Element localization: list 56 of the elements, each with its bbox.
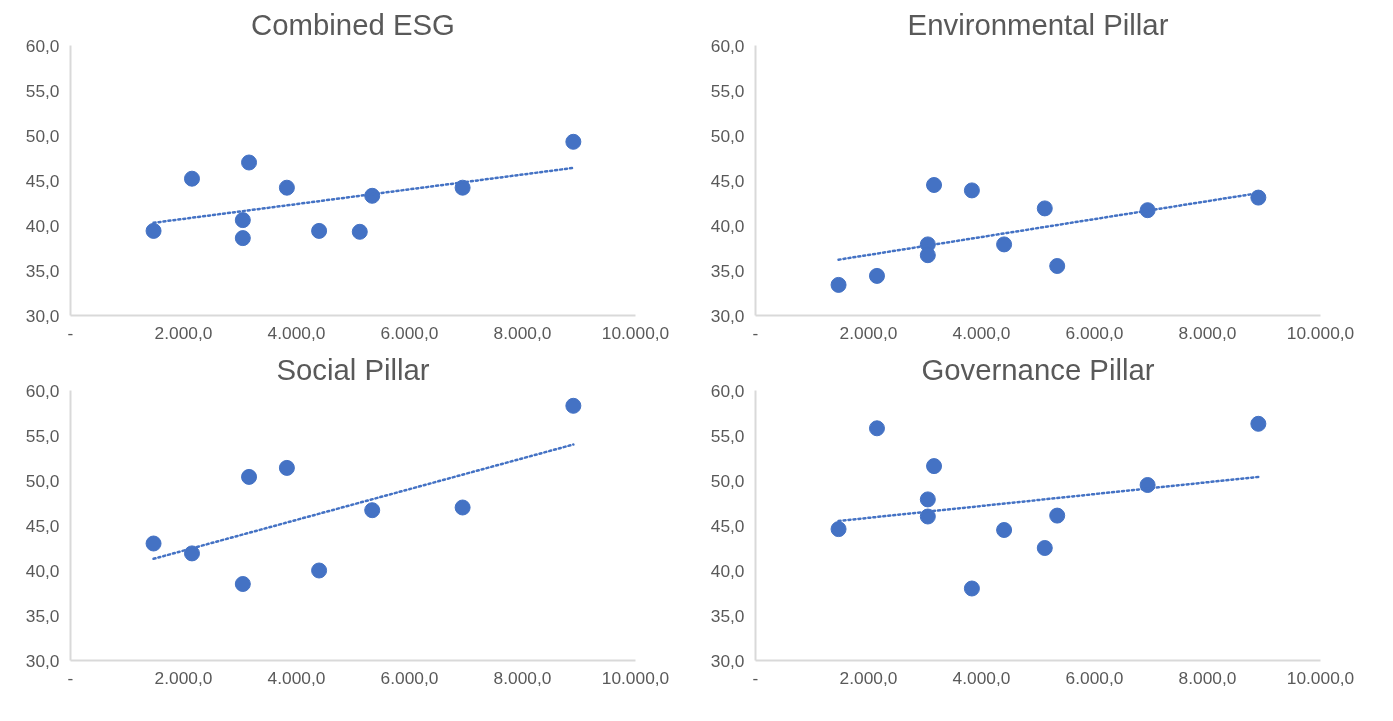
x-tick-label: 6.000,0: [380, 322, 439, 343]
x-tick-label: -: [67, 322, 74, 343]
x-tick-label: 8.000,0: [1178, 322, 1237, 343]
y-tick-label: 60,0: [25, 35, 60, 56]
x-tick-label: 10.000,0: [1286, 322, 1355, 343]
x-tick-label: -: [752, 322, 759, 343]
x-tick-label: 4.000,0: [952, 322, 1011, 343]
y-tick-label: 35,0: [710, 605, 745, 626]
x-tick-label: 8.000,0: [1178, 667, 1237, 688]
y-tick-label: 55,0: [25, 80, 60, 101]
y-tick-label: 35,0: [25, 605, 60, 626]
x-tick-label: 2.000,0: [839, 322, 898, 343]
y-tick-label: 55,0: [25, 425, 60, 446]
x-tick-label: 6.000,0: [380, 667, 439, 688]
y-tick-label: 40,0: [710, 215, 745, 236]
x-tick-label: -: [752, 667, 759, 688]
y-tick-label: 30,0: [25, 305, 60, 326]
x-tick-label: 4.000,0: [267, 667, 326, 688]
y-tick-label: 50,0: [710, 470, 745, 491]
x-tick-label: 10.000,0: [1286, 667, 1355, 688]
x-tick-label: 4.000,0: [952, 667, 1011, 688]
y-tick-label: 55,0: [710, 425, 745, 446]
y-tick-label: 60,0: [710, 35, 745, 56]
x-tick-label: 10.000,0: [601, 322, 670, 343]
chart-title: Governance Pillar: [921, 352, 1155, 386]
x-tick-label: 2.000,0: [839, 667, 898, 688]
chart-title: Combined ESG: [251, 7, 455, 41]
y-tick-label: 50,0: [25, 125, 60, 146]
y-tick-label: 35,0: [710, 260, 745, 281]
y-tick-label: 30,0: [25, 650, 60, 671]
y-tick-label: 35,0: [25, 260, 60, 281]
y-tick-label: 45,0: [25, 170, 60, 191]
x-tick-label: 2.000,0: [154, 667, 213, 688]
x-tick-label: 10.000,0: [601, 667, 670, 688]
y-tick-label: 45,0: [710, 170, 745, 191]
x-tick-label: 6.000,0: [1065, 667, 1124, 688]
y-tick-label: 45,0: [710, 515, 745, 536]
y-tick-label: 60,0: [710, 380, 745, 401]
y-tick-label: 40,0: [25, 215, 60, 236]
y-tick-label: 40,0: [710, 560, 745, 581]
x-tick-label: 2.000,0: [154, 322, 213, 343]
y-tick-label: 40,0: [25, 560, 60, 581]
x-tick-label: 4.000,0: [267, 322, 326, 343]
y-tick-label: 30,0: [710, 650, 745, 671]
x-tick-label: 8.000,0: [493, 322, 552, 343]
y-tick-label: 30,0: [710, 305, 745, 326]
chart-title: Social Pillar: [276, 352, 430, 386]
y-tick-label: 45,0: [25, 515, 60, 536]
y-tick-label: 50,0: [25, 470, 60, 491]
x-tick-label: 6.000,0: [1065, 322, 1124, 343]
x-tick-label: -: [67, 667, 74, 688]
y-tick-label: 55,0: [710, 80, 745, 101]
y-tick-label: 50,0: [710, 125, 745, 146]
chart-title: Environmental Pillar: [907, 7, 1169, 41]
x-tick-label: 8.000,0: [493, 667, 552, 688]
y-tick-label: 60,0: [25, 380, 60, 401]
